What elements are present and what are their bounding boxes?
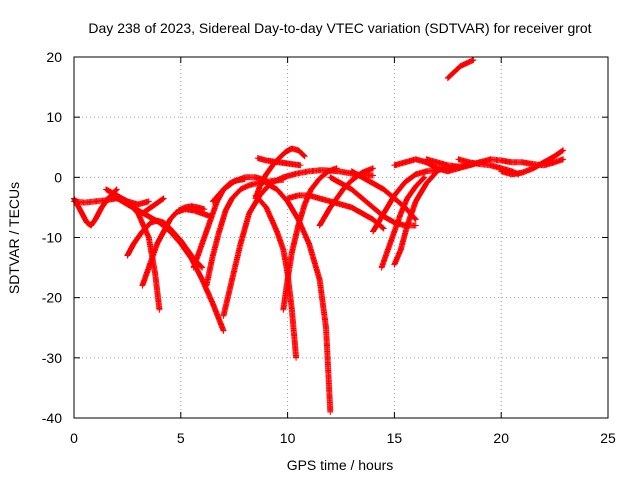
x-tick-label: 25 <box>600 430 616 446</box>
grid <box>74 57 608 418</box>
series-sat-h <box>175 203 208 214</box>
series-sat-q <box>263 180 334 415</box>
y-tick-label: 20 <box>46 49 62 65</box>
y-tick-label: -30 <box>42 350 62 366</box>
y-tick-label: -10 <box>42 230 62 246</box>
point-markers <box>391 168 441 268</box>
x-axis-ticks: 0 5 10 15 20 25 <box>70 57 616 446</box>
point-markers <box>263 180 334 415</box>
x-tick-label: 0 <box>70 430 78 446</box>
series-sat-e <box>109 192 227 334</box>
x-tick-label: 5 <box>177 430 185 446</box>
x-tick-label: 10 <box>280 430 296 446</box>
series-sat-b <box>71 195 152 208</box>
series-sat-ac <box>444 57 477 82</box>
point-markers <box>444 57 477 82</box>
point-markers <box>498 147 567 178</box>
series-sat-p <box>252 192 300 361</box>
point-markers <box>139 195 167 217</box>
y-axis-ticks: -40 -30 -20 -10 0 10 20 <box>42 49 608 426</box>
series-sat-l <box>209 174 270 205</box>
x-tick-label: 20 <box>493 430 509 446</box>
chart-title: Day 238 of 2023, Sidereal Day-to-day VTE… <box>88 20 591 36</box>
x-tick-label: 15 <box>387 430 403 446</box>
y-tick-label: -40 <box>42 410 62 426</box>
y-axis-label: SDTVAR / TECUs <box>6 182 22 294</box>
series-sat-w <box>378 174 428 271</box>
series-sat-x <box>391 168 441 268</box>
data-points <box>71 57 567 415</box>
y-tick-label: 10 <box>46 109 62 125</box>
point-markers <box>252 192 300 361</box>
point-markers <box>209 174 270 205</box>
point-markers <box>109 192 227 334</box>
series-sat-g <box>139 195 167 217</box>
y-tick-label: 0 <box>54 169 62 185</box>
point-markers <box>71 195 152 208</box>
series-sat-ab <box>498 147 567 178</box>
point-markers <box>175 203 208 214</box>
x-axis-label: GPS time / hours <box>287 457 394 473</box>
point-markers <box>378 174 428 271</box>
y-tick-label: -20 <box>42 290 62 306</box>
